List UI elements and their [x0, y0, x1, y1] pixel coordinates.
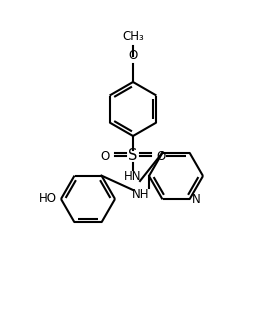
Text: NH: NH — [132, 188, 150, 201]
Text: HO: HO — [39, 192, 57, 205]
Text: O: O — [128, 49, 138, 62]
Text: CH₃: CH₃ — [122, 30, 144, 43]
Text: N: N — [191, 193, 200, 206]
Text: HN: HN — [124, 170, 142, 183]
Text: O: O — [156, 149, 166, 163]
Text: O: O — [100, 149, 110, 163]
Text: S: S — [128, 148, 138, 164]
